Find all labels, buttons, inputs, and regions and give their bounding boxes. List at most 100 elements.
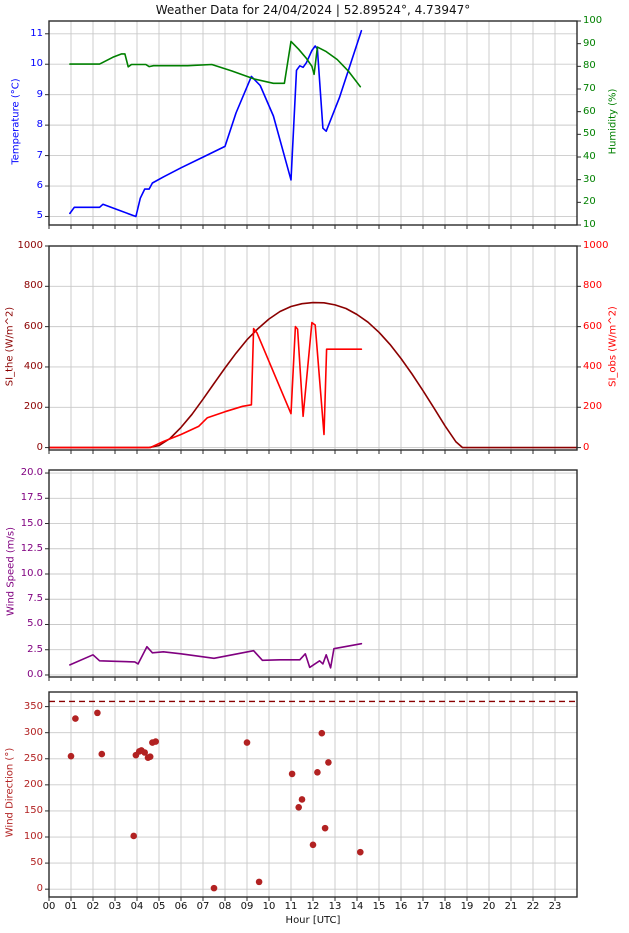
x-tick-label: 08 — [218, 901, 232, 912]
si-obs-axis-label: SI_obs (W/m^2) — [607, 306, 619, 387]
x-tick-label: 02 — [86, 901, 100, 912]
y-tick-label-right: 600 — [583, 320, 603, 332]
y-tick-label-left: 350 — [23, 700, 43, 712]
y-tick-label-left: 600 — [23, 320, 43, 332]
x-tick-label: 00 — [42, 901, 56, 912]
y-tick-label-right: 20 — [583, 196, 596, 208]
x-axis-label: Hour [UTC] — [285, 915, 341, 926]
y-tick-label-left: 400 — [23, 360, 43, 372]
temperature-line — [69, 29, 363, 218]
wind_direction-point — [94, 709, 101, 717]
y-tick-label-right: 10 — [583, 219, 596, 230]
y-tick-label-right: 1000 — [583, 240, 609, 251]
y-tick-label-left: 0 — [36, 441, 43, 453]
wind_direction-point — [255, 878, 263, 886]
x-tick-label: 11 — [284, 901, 298, 912]
x-tick-label: 09 — [240, 901, 254, 912]
y-tick-label-left: 8 — [36, 119, 43, 131]
wind_direction-point — [141, 749, 148, 756]
wind_direction-point — [325, 759, 332, 766]
y-tick-label-right: 70 — [583, 83, 596, 94]
wind_direction-point — [72, 715, 79, 722]
y-tick-label-left: 7.5 — [27, 593, 43, 605]
x-tick-label: 18 — [438, 901, 452, 912]
si_the-line — [48, 301, 578, 449]
wind_direction-point — [295, 803, 303, 811]
y-tick-label-left: 50 — [30, 857, 43, 869]
y-tick-label-left: 20.0 — [20, 467, 43, 479]
y-tick-label-left: 11 — [30, 27, 43, 39]
y-tick-label-left: 7 — [36, 149, 43, 161]
y-tick-label-left: 800 — [23, 280, 43, 292]
humidity-axis-label: Humidity (%) — [607, 88, 619, 155]
wind_direction-point — [357, 848, 364, 856]
wind_direction-point — [318, 729, 326, 737]
x-tick-label: 16 — [394, 901, 408, 912]
y-tick-label-left: 2.5 — [27, 643, 43, 655]
wind_direction-point — [210, 884, 218, 892]
wind_direction-point — [67, 752, 75, 760]
y-tick-label-left: 10.0 — [20, 568, 43, 579]
wind_direction-point — [243, 739, 251, 746]
y-tick-label-right: 100 — [583, 15, 603, 26]
x-tick-label: 01 — [64, 901, 78, 912]
x-tick-label: 05 — [152, 901, 166, 912]
y-tick-label-left: 0.0 — [27, 668, 43, 680]
y-tick-label-left: 200 — [23, 401, 43, 413]
y-tick-label-left: 1000 — [17, 240, 43, 251]
y-tick-label-left: 5 — [36, 210, 43, 222]
wind_direction-point — [321, 824, 329, 832]
y-tick-label-left: 15.0 — [20, 517, 43, 529]
y-tick-label-right: 90 — [583, 37, 596, 49]
x-tick-label: 17 — [416, 901, 430, 912]
x-tick-label: 12 — [306, 901, 320, 912]
wind_direction-point — [298, 796, 306, 803]
wind_direction-point — [152, 738, 159, 745]
wind_direction-point — [130, 832, 137, 840]
x-tick-label: 22 — [526, 901, 540, 912]
y-tick-label-left: 200 — [23, 778, 43, 790]
y-tick-label-right: 0 — [583, 441, 590, 453]
x-tick-label: 15 — [372, 901, 386, 912]
y-tick-label-left: 100 — [23, 831, 43, 842]
x-tick-label: 20 — [482, 901, 496, 912]
wind_direction-point — [314, 769, 321, 776]
si_obs-line — [48, 321, 363, 449]
y-tick-label-right: 400 — [583, 360, 603, 372]
x-tick-label: 06 — [174, 901, 188, 912]
y-tick-label-right: 80 — [583, 60, 596, 72]
humidity-line — [69, 40, 362, 88]
y-tick-label-right: 50 — [583, 128, 596, 140]
y-tick-label-left: 10 — [30, 58, 43, 70]
x-tick-label: 13 — [328, 901, 342, 912]
x-tick-label: 10 — [262, 901, 276, 912]
wind_direction-point — [288, 770, 296, 778]
x-tick-label: 14 — [350, 901, 364, 912]
wind_direction-point — [309, 841, 317, 849]
y-tick-label-right: 30 — [583, 173, 596, 185]
x-tick-label: 19 — [460, 901, 474, 912]
y-tick-label-left: 6 — [36, 180, 43, 192]
y-tick-label-left: 17.5 — [20, 492, 43, 504]
y-tick-label-right: 200 — [583, 401, 603, 413]
y-tick-label-right: 40 — [583, 151, 596, 162]
y-tick-label-left: 5.0 — [27, 618, 43, 630]
chart-title: Weather Data for 24/04/2024 | 52.89524°,… — [155, 3, 471, 17]
x-tick-label: 23 — [548, 901, 562, 912]
y-tick-label-left: 9 — [36, 88, 43, 100]
wind_speed-line — [69, 642, 363, 669]
y-tick-label-left: 150 — [23, 804, 43, 816]
wind_direction-point — [98, 750, 106, 758]
x-tick-label: 03 — [108, 901, 122, 912]
y-tick-label-left: 0 — [36, 883, 43, 895]
y-tick-label-right: 800 — [583, 280, 603, 292]
wind_direction-point — [146, 753, 154, 760]
x-tick-label: 04 — [130, 901, 144, 912]
y-tick-label-left: 250 — [23, 752, 43, 764]
y-tick-label-right: 60 — [583, 105, 596, 117]
y-tick-label-left: 12.5 — [20, 542, 43, 554]
si-the-axis-label: SI_the (W/m^2) — [4, 306, 16, 387]
y-tick-label-left: 300 — [23, 726, 43, 738]
